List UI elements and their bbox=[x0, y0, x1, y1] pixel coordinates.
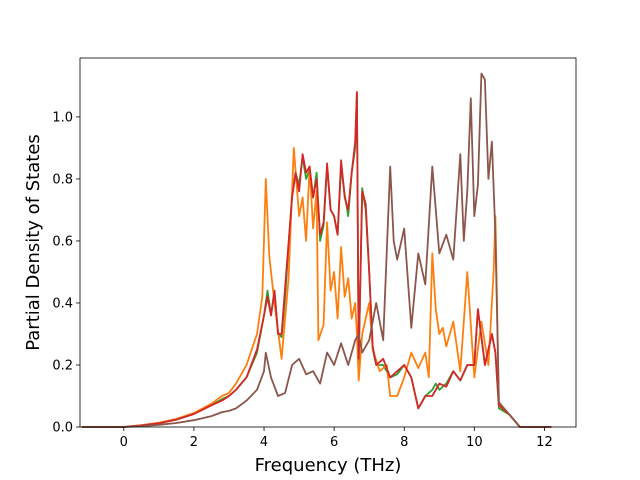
x-tick-label: 10 bbox=[466, 435, 483, 450]
y-axis-ticks: 0.0 0.2 0.4 0.6 0.8 1.0 bbox=[52, 110, 80, 436]
y-axis-label: Partial Density of States bbox=[23, 134, 44, 351]
y-tick-label: 1.0 bbox=[52, 110, 73, 125]
x-tick-label: 12 bbox=[536, 435, 553, 450]
x-tick-label: 2 bbox=[190, 435, 198, 450]
plot-frame bbox=[79, 57, 577, 428]
y-tick-label: 0.8 bbox=[52, 172, 73, 187]
y-tick-label: 0.4 bbox=[52, 296, 73, 311]
x-tick-label: 8 bbox=[400, 435, 408, 450]
x-tick-label: 0 bbox=[120, 435, 128, 450]
y-tick-label: 0.0 bbox=[52, 421, 73, 436]
y-tick-label: 0.6 bbox=[52, 234, 73, 249]
x-axis-label: Frequency (THz) bbox=[255, 455, 402, 476]
series-line-4 bbox=[81, 72, 552, 428]
x-tick-label: 6 bbox=[330, 435, 338, 450]
series-lines bbox=[81, 72, 552, 428]
series-line-2 bbox=[81, 146, 552, 428]
series-line-3 bbox=[81, 91, 552, 428]
x-axis-ticks: 0 2 4 6 8 10 12 bbox=[120, 427, 553, 450]
x-tick-label: 4 bbox=[260, 435, 268, 450]
y-tick-label: 0.2 bbox=[52, 358, 73, 373]
